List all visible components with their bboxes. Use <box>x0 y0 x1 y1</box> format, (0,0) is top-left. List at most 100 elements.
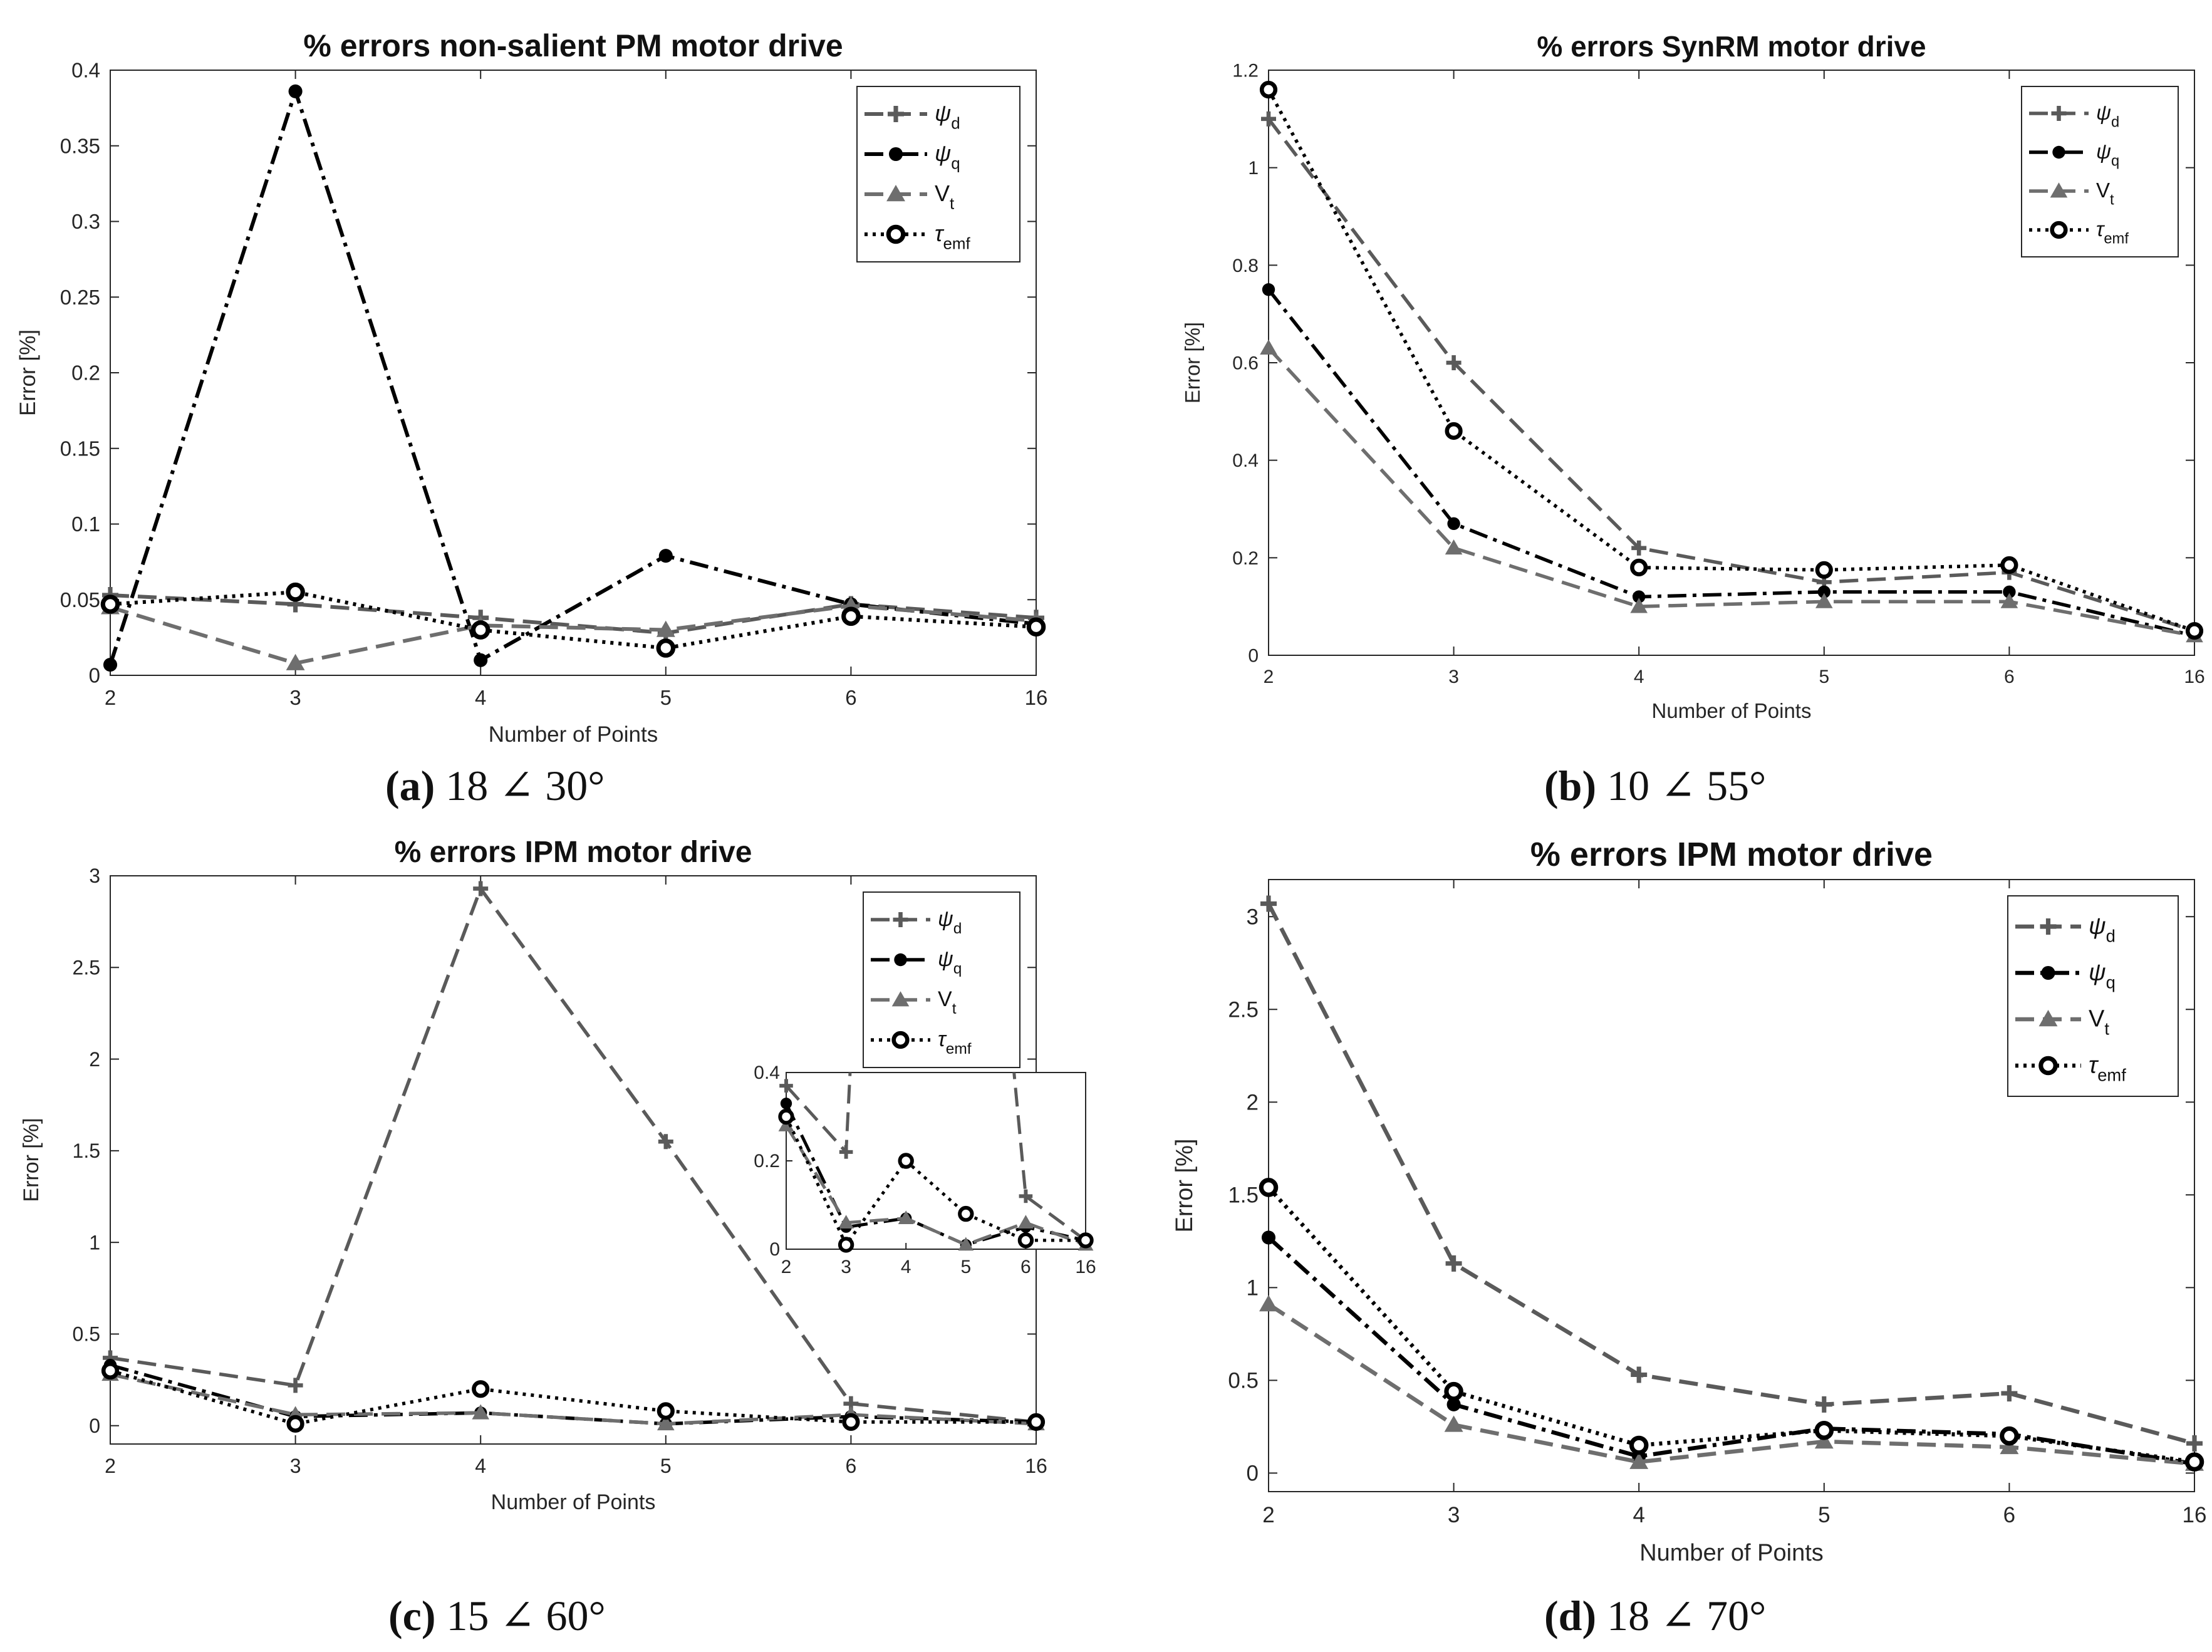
panel-c-series-point-0-3 <box>658 1134 673 1150</box>
panel-b-series-point-3-5 <box>2185 621 2204 640</box>
panel-b-series-point-0-1 <box>1446 355 1462 370</box>
panel-a-ytick-5: 0.25 <box>60 286 100 309</box>
panel-b-series-point-1-3 <box>1817 585 1830 599</box>
panel-b-series-point-2-4 <box>2000 593 2018 608</box>
panel-a-xtick-2: 4 <box>475 686 486 709</box>
panel-d-series-point-3-1 <box>1444 1381 1463 1401</box>
panel-a-series-line-2 <box>110 603 1037 665</box>
panel-c-title: % errors IPM motor drive <box>395 836 752 869</box>
panel-c-xtick-0: 2 <box>105 1455 116 1477</box>
panel-b-xlabel: Number of Points <box>1652 699 1812 722</box>
panel-c-ytick-0: 0 <box>89 1415 100 1437</box>
panel-a-series-point-3-1 <box>286 582 305 602</box>
panel-d-ytick-5: 2.5 <box>1228 997 1259 1022</box>
panel-c-inset-series-point-0-0 <box>779 1079 793 1093</box>
panel-c-legend-label-0: ψd <box>938 907 962 937</box>
panel-c-inset-series-line-3 <box>786 1116 1086 1247</box>
panel-b-series-point-2-1 <box>1445 539 1463 555</box>
caption-b-text: 10 ∠ 55° <box>1596 762 1767 809</box>
panel-b-series-line-0 <box>1267 118 2195 633</box>
panel-d-series-line-2 <box>1267 1302 2195 1466</box>
panel-a-ytick-6: 0.3 <box>71 210 100 233</box>
panel-c-inset-series-point-3-1 <box>838 1237 854 1253</box>
panel-b-xtick-3: 5 <box>1819 667 1829 687</box>
panel-b-xtick-5: 16 <box>2184 667 2204 687</box>
panel-c-inset-xtick-1: 3 <box>841 1257 851 1277</box>
panel-d-series-point-2-2 <box>1629 1452 1649 1469</box>
panel-c-series-point-2-3 <box>657 1415 675 1431</box>
panel-b-series-point-1-4 <box>2003 585 2016 599</box>
panel-d-ylabel: Error [%] <box>1171 1139 1198 1233</box>
panel-c-inset-xtick-2: 4 <box>901 1257 911 1277</box>
caption-b: (b) 10 ∠ 55° <box>1544 761 1766 811</box>
panel-b-legend-marker-2 <box>2050 182 2068 198</box>
panel-d-legend-marker-3 <box>2038 1056 2058 1076</box>
panel-b-series-point-2-2 <box>1630 598 1648 613</box>
panel-a-xlabel: Number of Points <box>489 722 658 747</box>
panel-d-ytick-1: 0.5 <box>1228 1369 1259 1393</box>
panel-a-series-point-2-3 <box>656 620 675 637</box>
panel-c-ytick-6: 3 <box>89 865 100 887</box>
panel-b-series-point-3-4 <box>2000 556 2018 574</box>
panel-c-inset-series-point-1-0 <box>780 1098 792 1109</box>
panel-c-series-point-0-2 <box>473 881 489 896</box>
panel-a-ytick-2: 0.1 <box>71 512 100 536</box>
caption-a: (a) 18 ∠ 30° <box>385 761 605 811</box>
panel-c-series-line-2 <box>110 1373 1037 1426</box>
panel-b-ytick-2: 0.4 <box>1232 450 1259 471</box>
panel-c-series-point-0-1 <box>288 1378 303 1393</box>
panel-c-xtick-4: 6 <box>846 1455 857 1477</box>
caption-d-label: (d) <box>1544 1592 1597 1639</box>
panel-c-series-point-3-2 <box>472 1380 490 1398</box>
panel-a-ytick-1: 0.05 <box>60 588 100 611</box>
panel-c-ytick-1: 0.5 <box>73 1323 100 1346</box>
panel-b-series-line-2 <box>1267 346 2195 638</box>
panel-a-series-point-1-2 <box>474 653 488 667</box>
panel-d-series-point-3-4 <box>2000 1426 2019 1446</box>
panel-c-series-point-3-4 <box>842 1413 860 1431</box>
panel-b-legend-label-0: ψd <box>2096 101 2119 131</box>
panel-d-series-point-2-0 <box>1259 1295 1278 1312</box>
panel-b: % errors SynRM motor drive 0 0.2 0.4 0.6 0.8 1… <box>1181 30 2205 722</box>
panel-c-legend-marker-0 <box>893 912 908 927</box>
panel-d: % errors IPM motor drive 0 0.5 1 1.5 2 2.5 3 2 3 4… <box>1171 836 2206 1566</box>
panel-c-legend-marker-2 <box>891 991 910 1007</box>
panel-c-inset-series-line-2 <box>786 1125 1086 1247</box>
panel-c-ytick-4: 2 <box>89 1048 100 1071</box>
panel-d-xtick-5: 16 <box>2183 1503 2207 1527</box>
panel-d-series-point-3-3 <box>1814 1421 1834 1440</box>
panel-d-series-point-3-0 <box>1259 1178 1279 1197</box>
panel-c-inset-series-point-3-3 <box>958 1205 974 1222</box>
panel-d-series-point-0-4 <box>2001 1385 2018 1402</box>
panel-b-legend-marker-3 <box>2050 221 2068 239</box>
panel-c-legend-label-1: ψq <box>938 947 962 977</box>
caption-c-label: (c) <box>388 1592 436 1639</box>
panel-c-xtick-3: 5 <box>660 1455 672 1477</box>
panel-a-xtick-5: 16 <box>1025 686 1048 709</box>
panel-a-legend-marker-2 <box>886 185 905 202</box>
panel-c-inset-axes <box>786 1072 1086 1250</box>
panel-d-ytick-3: 1.5 <box>1228 1183 1259 1208</box>
panel-a-ytick-8: 0.4 <box>71 59 100 82</box>
panel-b-xtick-2: 4 <box>1634 667 1644 687</box>
panel-d-xlabel: Number of Points <box>1639 1540 1824 1566</box>
panel-d-legend-marker-1 <box>2041 965 2055 980</box>
panel-b-series-point-1-2 <box>1633 590 1646 603</box>
panel-d-xtick-0: 2 <box>1262 1503 1274 1527</box>
panel-a-series-point-3-4 <box>841 606 861 626</box>
panel-c-inset-ytick-2: 0.4 <box>754 1062 780 1083</box>
panel-b-series-point-0-0 <box>1261 111 1276 127</box>
panel-c-inset-series-point-2-2 <box>898 1210 914 1224</box>
panel-d-legend-label-2: Vt <box>2089 1005 2109 1038</box>
panel-c-inset-xtick-3: 5 <box>960 1257 971 1277</box>
panel-c-inset-xtick-0: 2 <box>781 1257 792 1277</box>
panel-c-ytick-2: 1 <box>89 1231 100 1254</box>
panel-a-xtick-1: 3 <box>289 686 301 709</box>
panel-b-series-line-1 <box>1267 288 2195 638</box>
panel-d-series-point-0-3 <box>1815 1396 1832 1413</box>
panel-c-legend-label-2: Vt <box>938 987 957 1017</box>
panel-d-series-point-3-5 <box>2184 1452 2204 1472</box>
panel-b-ytick-0: 0 <box>1248 646 1259 667</box>
panel-b-series-point-1-0 <box>1262 283 1275 296</box>
